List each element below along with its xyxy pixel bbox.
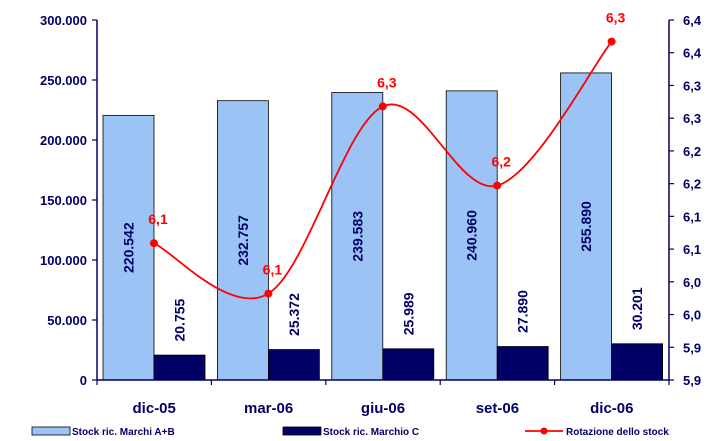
category-label: dic-05 xyxy=(133,400,176,417)
left-tick-label: 250.000 xyxy=(40,73,87,88)
right-tick-label: 6,1 xyxy=(683,209,701,224)
right-tick-label: 6,0 xyxy=(683,308,701,323)
left-tick-label: 100.000 xyxy=(40,253,87,268)
rotation-label: 6,1 xyxy=(148,211,168,227)
category-label: set-06 xyxy=(476,400,519,417)
bar-stock-c xyxy=(382,348,435,381)
bar-stock-ab xyxy=(445,90,498,381)
right-tick-label: 6,2 xyxy=(683,177,701,192)
left-tick-label: 50.000 xyxy=(47,313,87,328)
bar-stock-c xyxy=(267,349,320,381)
rotation-label: 6,3 xyxy=(377,74,397,90)
legend-label-rotation: Rotazione dello stock xyxy=(566,427,669,438)
bar-label-stock-c: 25.989 xyxy=(400,292,416,335)
left-axis: 0 50.000 100.000 150.000 200.000 250.000 300.0… xyxy=(40,13,98,388)
right-tick-label: 6,0 xyxy=(683,275,701,290)
category-axis: dic-05 mar-06 giu-06 set-06 dic-06 xyxy=(96,379,670,417)
left-tick-label: 0 xyxy=(80,373,87,388)
rotation-point xyxy=(607,37,616,46)
bar-label-stock-c: 27.890 xyxy=(515,290,531,333)
right-tick-label: 5,9 xyxy=(683,373,701,388)
bar-label-stock-c: 25.372 xyxy=(286,293,302,336)
bar-series: 220.542 20.755 232.757 25.372 239.583 25.989 2… xyxy=(102,72,663,381)
category-label: dic-06 xyxy=(590,400,633,417)
legend-label-stock-ab: Stock ric. Marchi A+B xyxy=(72,427,175,438)
legend-label-stock-c: Stock ric. Marchio C xyxy=(323,427,419,438)
bar-label-stock-ab: 239.583 xyxy=(349,211,365,262)
bar-stock-ab xyxy=(102,114,155,381)
legend-swatch-stock-ab xyxy=(31,426,71,436)
legend-swatch-stock-c xyxy=(282,426,322,436)
right-tick-label: 6,3 xyxy=(683,78,701,93)
bar-label-stock-ab: 220.542 xyxy=(121,222,137,273)
right-tick-label: 6,3 xyxy=(683,111,701,126)
right-tick-label: 6,1 xyxy=(683,242,701,257)
left-tick-label: 150.000 xyxy=(40,193,87,208)
bar-label-stock-ab: 255.890 xyxy=(578,201,594,252)
right-tick-label: 5,9 xyxy=(683,340,701,355)
legend: Stock ric. Marchi A+B Stock ric. Marchio … xyxy=(31,426,669,438)
bar-stock-ab xyxy=(560,72,612,381)
category-label: mar-06 xyxy=(244,400,293,417)
legend-marker-rotation xyxy=(540,427,548,435)
rotation-label: 6,1 xyxy=(263,262,283,278)
right-tick-label: 6,4 xyxy=(683,13,702,28)
rotation-point xyxy=(264,289,273,298)
bar-label-stock-ab: 240.960 xyxy=(464,210,480,261)
rotation-point xyxy=(150,239,158,248)
bar-label-stock-ab: 232.757 xyxy=(235,215,251,266)
right-axis: 5,9 5,9 6,0 6,0 6,1 6,1 6,2 6,2 6,3 6,3 6,4 6,4 xyxy=(668,13,702,388)
rotation-point xyxy=(378,102,387,111)
bar-label-stock-c: 30.201 xyxy=(629,287,645,330)
left-tick-label: 300.000 xyxy=(40,13,87,28)
rotation-label: 6,3 xyxy=(606,10,626,26)
bar-stock-c xyxy=(153,354,206,381)
right-tick-label: 6,4 xyxy=(683,46,702,61)
bar-stock-c xyxy=(611,343,663,381)
left-tick-label: 200.000 xyxy=(40,133,87,148)
category-label: giu-06 xyxy=(361,400,405,417)
rotation-point xyxy=(493,181,502,190)
line-series: 6,1 6,1 6,3 6,2 6,3 xyxy=(148,10,626,300)
bar-stock-c xyxy=(496,346,549,381)
right-tick-label: 6,2 xyxy=(683,144,701,159)
rotation-label: 6,2 xyxy=(491,154,511,170)
bar-stock-ab xyxy=(331,92,384,381)
bar-stock-ab xyxy=(216,100,269,381)
bar-label-stock-c: 20.755 xyxy=(172,298,188,341)
